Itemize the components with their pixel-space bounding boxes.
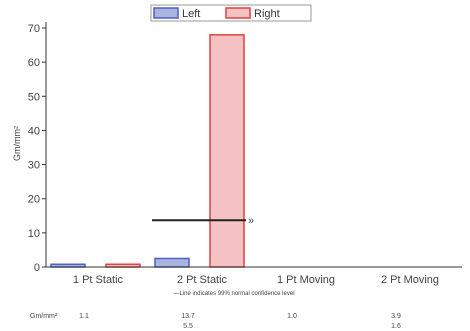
y-tick-label: 70 <box>28 23 40 35</box>
legend-label-right: Right <box>254 8 280 20</box>
y-tick-label: 40 <box>28 125 40 137</box>
y-tick-label: 50 <box>28 91 40 103</box>
table-cell: 13.7 <box>181 313 195 320</box>
legend: Left Right <box>150 4 312 22</box>
x-category-label: 1 Pt Moving <box>277 274 335 286</box>
table-row-label: Gm/mm² <box>30 313 58 320</box>
table-cell: 3.9 <box>391 313 401 320</box>
footnote: —Line indicates 99% normal confidence le… <box>173 291 294 297</box>
x-axis: 1 Pt Static 2 Pt Static 1 Pt Moving 2 Pt Mo… <box>46 266 462 286</box>
table-cell-secondary: 1.6 <box>391 323 401 330</box>
bars <box>50 34 245 268</box>
x-category-label: 1 Pt Static <box>73 274 124 286</box>
legend-label-left: Left <box>182 8 200 20</box>
legend-swatch-left <box>153 7 179 19</box>
y-tick-label: 60 <box>28 57 40 69</box>
data-table: Gm/mm² 1.1 13.7 1.0 3.9 5.5 1.6 <box>30 313 401 330</box>
table-cell: 1.0 <box>287 313 297 320</box>
table-cell: 1.1 <box>79 313 89 320</box>
confidence-marker: » <box>248 215 254 227</box>
legend-swatch-right <box>225 7 251 19</box>
annotations: » —Line indicates 99% normal confidence l… <box>152 215 295 297</box>
x-category-label: 2 Pt Static <box>177 274 228 286</box>
y-tick-label: 30 <box>28 160 40 172</box>
legend-frame <box>150 4 312 22</box>
table-cell-secondary: 5.5 <box>183 323 193 330</box>
y-tick-label: 10 <box>28 228 40 240</box>
bar-right <box>209 34 245 268</box>
y-axis: 0 10 20 30 40 50 60 70 Gm/mm² <box>12 22 47 274</box>
y-tick-label: 0 <box>34 262 40 274</box>
y-tick-label: 20 <box>28 194 40 206</box>
y-axis-label: Gm/mm² <box>12 126 22 161</box>
bar-left <box>154 257 190 268</box>
x-category-label: 2 Pt Moving <box>381 274 439 286</box>
